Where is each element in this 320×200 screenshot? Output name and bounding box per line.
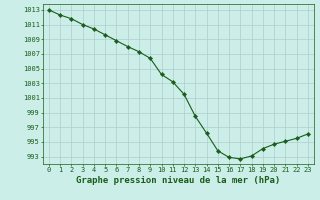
X-axis label: Graphe pression niveau de la mer (hPa): Graphe pression niveau de la mer (hPa) [76,176,281,185]
